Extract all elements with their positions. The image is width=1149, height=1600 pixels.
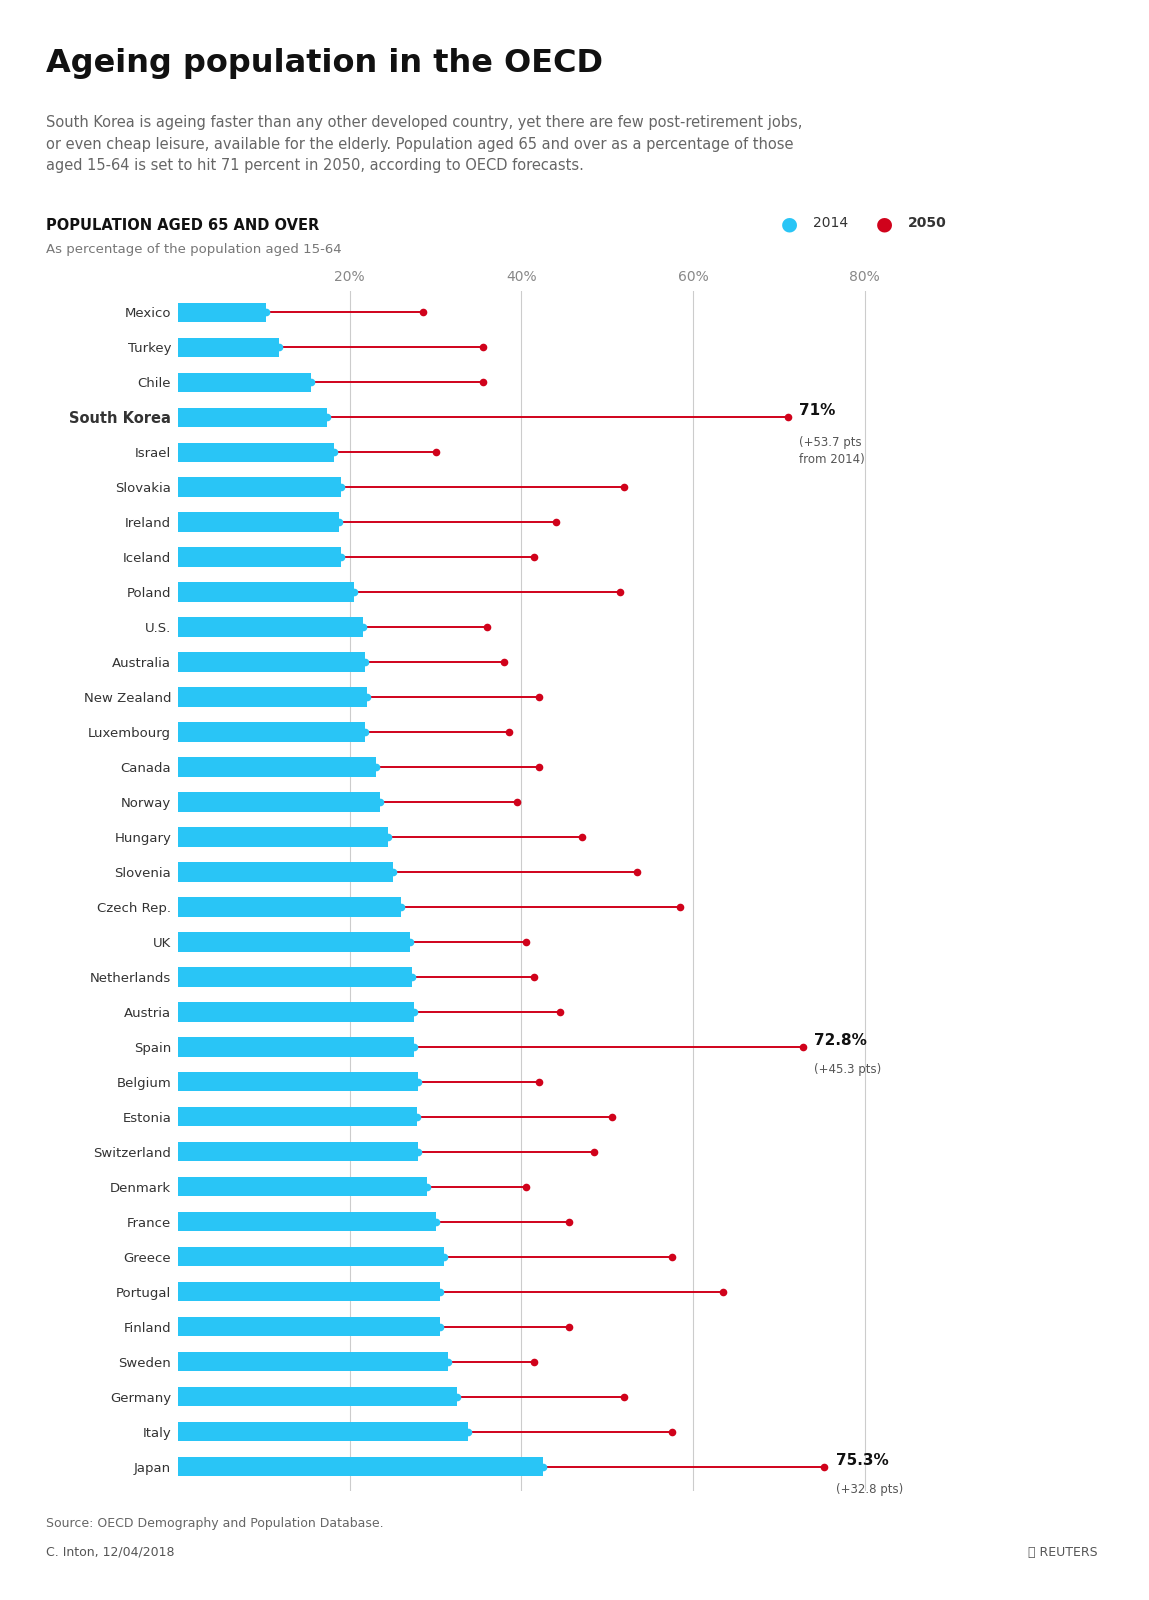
Text: (+45.3 pts): (+45.3 pts) [815, 1062, 881, 1075]
Bar [178, 1246, 445, 1267]
Bar [178, 827, 388, 846]
Text: 71%: 71% [799, 403, 835, 418]
Bar [178, 1282, 440, 1301]
Bar [178, 1002, 414, 1021]
Text: Ⓡ REUTERS: Ⓡ REUTERS [1027, 1546, 1097, 1558]
Bar [178, 1317, 440, 1336]
Bar [178, 862, 393, 882]
Bar [178, 1422, 469, 1442]
Text: South Korea is ageing faster than any other developed country, yet there are few: South Korea is ageing faster than any ot… [46, 115, 802, 173]
Bar [178, 1458, 543, 1477]
Bar [178, 688, 367, 707]
Text: 72.8%: 72.8% [815, 1034, 867, 1048]
Text: 75.3%: 75.3% [836, 1453, 888, 1467]
Text: 2014: 2014 [813, 216, 849, 230]
Bar [178, 1387, 457, 1406]
Bar [178, 757, 376, 776]
Bar [178, 968, 412, 987]
Bar [178, 373, 311, 392]
Bar [178, 1107, 417, 1126]
Bar [178, 443, 334, 462]
Bar [178, 1178, 427, 1197]
Bar [178, 1352, 448, 1371]
Text: POPULATION AGED 65 AND OVER: POPULATION AGED 65 AND OVER [46, 218, 319, 232]
Bar [178, 898, 401, 917]
Text: ●: ● [876, 214, 893, 234]
Bar [178, 512, 339, 531]
Text: C. Inton, 12/04/2018: C. Inton, 12/04/2018 [46, 1546, 175, 1558]
Text: (+53.7 pts
from 2014): (+53.7 pts from 2014) [799, 437, 865, 466]
Text: ●: ● [781, 214, 799, 234]
Bar [178, 477, 341, 496]
Bar [178, 1037, 414, 1056]
Bar [178, 338, 279, 357]
Bar [178, 1072, 418, 1091]
Bar [178, 618, 363, 637]
Bar [178, 582, 354, 602]
Bar [178, 1142, 418, 1162]
Bar [178, 933, 410, 952]
Bar [178, 1213, 435, 1232]
Text: Ageing population in the OECD: Ageing population in the OECD [46, 48, 603, 78]
Bar [178, 653, 365, 672]
Text: As percentage of the population aged 15-64: As percentage of the population aged 15-… [46, 243, 341, 256]
Text: (+32.8 pts): (+32.8 pts) [836, 1483, 903, 1496]
Bar [178, 302, 265, 322]
Text: Source: OECD Demography and Population Database.: Source: OECD Demography and Population D… [46, 1517, 384, 1530]
Bar [178, 547, 341, 566]
Bar [178, 792, 380, 811]
Bar [178, 408, 326, 427]
Bar [178, 722, 365, 742]
Text: 2050: 2050 [908, 216, 947, 230]
